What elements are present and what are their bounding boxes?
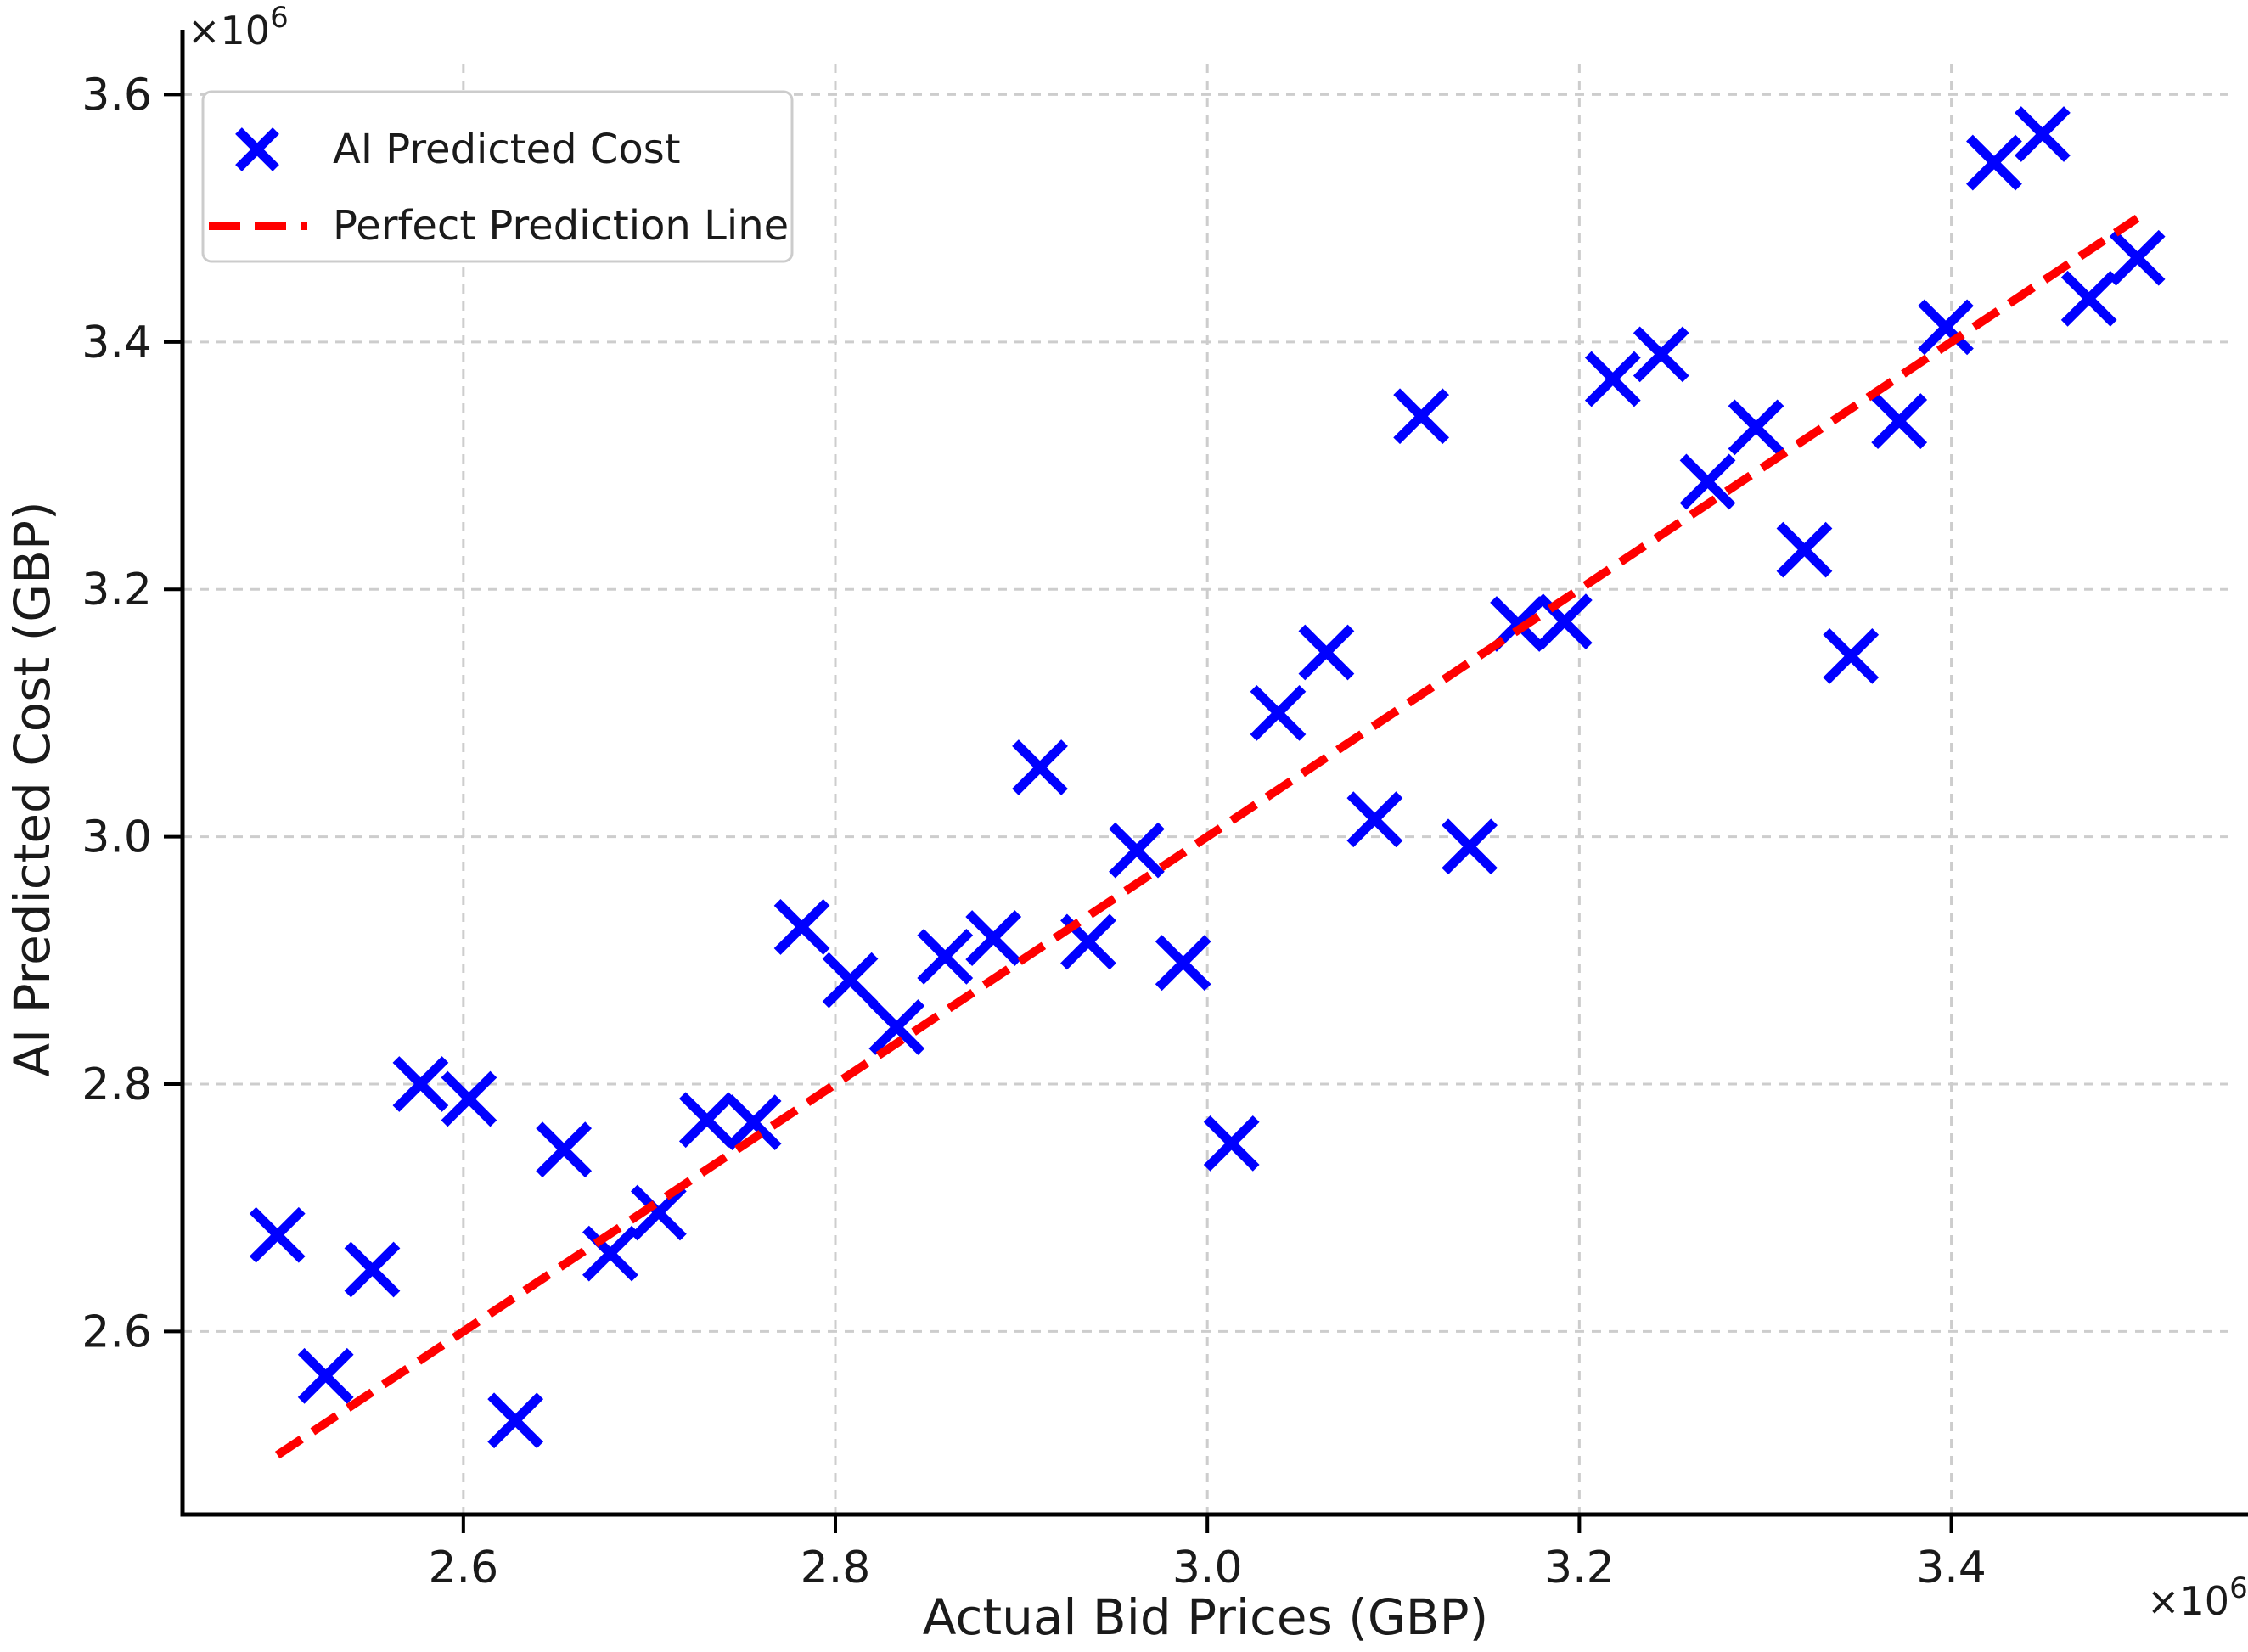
data-point xyxy=(1584,351,1641,407)
x-tick-label: 2.8 xyxy=(801,1542,871,1593)
x-tick-label: 3.0 xyxy=(1172,1542,1243,1593)
data-point xyxy=(630,1184,687,1241)
data-point xyxy=(582,1225,638,1282)
data-point xyxy=(822,952,879,1009)
spines xyxy=(180,30,2248,1517)
tick-labels: 2.6 2.8 3.0 3.2 3.4 2.6 2.8 3.0 3.2 3.4 3.6 xyxy=(81,70,1987,1593)
perfect-prediction-line xyxy=(274,214,2140,1459)
data-point xyxy=(868,999,925,1055)
data-point xyxy=(1776,521,1833,578)
data-point xyxy=(1918,299,1974,356)
data-point xyxy=(965,910,1022,966)
x-axis-label: Actual Bid Prices (GBP) xyxy=(923,1588,1488,1646)
ticks xyxy=(164,93,1953,1533)
legend-x-marker-icon xyxy=(235,127,279,171)
data-point xyxy=(536,1121,593,1178)
gridlines xyxy=(183,64,2228,1514)
data-point xyxy=(2015,106,2071,162)
data-point xyxy=(249,1206,306,1263)
legend: AI Predicted Cost Perfect Prediction Line xyxy=(201,90,794,263)
data-point xyxy=(1823,627,1880,684)
data-point xyxy=(678,1092,735,1149)
data-point xyxy=(1728,399,1784,456)
data-point xyxy=(1109,822,1165,879)
data-point xyxy=(1871,393,1928,449)
data-point xyxy=(441,1070,497,1127)
data-point xyxy=(2060,270,2117,327)
y-tick-label: 2.8 xyxy=(81,1059,152,1110)
data-point xyxy=(1393,388,1450,445)
y-tick-label: 3.2 xyxy=(81,565,152,615)
data-point xyxy=(1966,134,2022,191)
y-tick-label: 3.4 xyxy=(81,317,152,368)
legend-box xyxy=(201,90,794,263)
axis-offset-text: ×106 xyxy=(2147,1571,2248,1624)
data-point xyxy=(392,1056,449,1112)
y-tick-label: 3.0 xyxy=(81,812,152,863)
axis-offset-text: ×106 xyxy=(188,1,289,53)
data-point xyxy=(1633,326,1689,383)
data-point xyxy=(1203,1115,1260,1172)
legend-entry: AI Predicted Cost xyxy=(235,126,681,173)
y-tick-label: 2.6 xyxy=(81,1306,152,1357)
data-point xyxy=(1250,685,1307,741)
data-point xyxy=(1442,818,1498,875)
y-axis-label: AI Predicted Cost (GBP) xyxy=(3,501,61,1076)
legend-entry: Perfect Prediction Line xyxy=(209,202,789,250)
data-point xyxy=(344,1241,401,1298)
data-point xyxy=(1346,791,1403,848)
legend-entry-label: Perfect Prediction Line xyxy=(333,202,789,250)
x-tick-label: 3.4 xyxy=(1916,1542,1987,1593)
data-point xyxy=(2109,229,2166,286)
x-tick-label: 2.6 xyxy=(428,1542,498,1593)
x-tick-label: 3.2 xyxy=(1544,1542,1615,1593)
y-tick-label: 3.6 xyxy=(81,70,152,121)
data-point xyxy=(917,929,974,985)
data-point xyxy=(773,899,830,955)
scatter-series xyxy=(249,106,2166,1449)
data-point xyxy=(1012,739,1068,795)
data-point xyxy=(1298,624,1355,681)
data-point xyxy=(1155,935,1211,992)
data-point xyxy=(297,1347,354,1404)
data-point xyxy=(487,1392,544,1449)
legend-entry-label: AI Predicted Cost xyxy=(333,126,681,173)
data-point xyxy=(725,1094,782,1151)
data-point xyxy=(1679,453,1736,510)
